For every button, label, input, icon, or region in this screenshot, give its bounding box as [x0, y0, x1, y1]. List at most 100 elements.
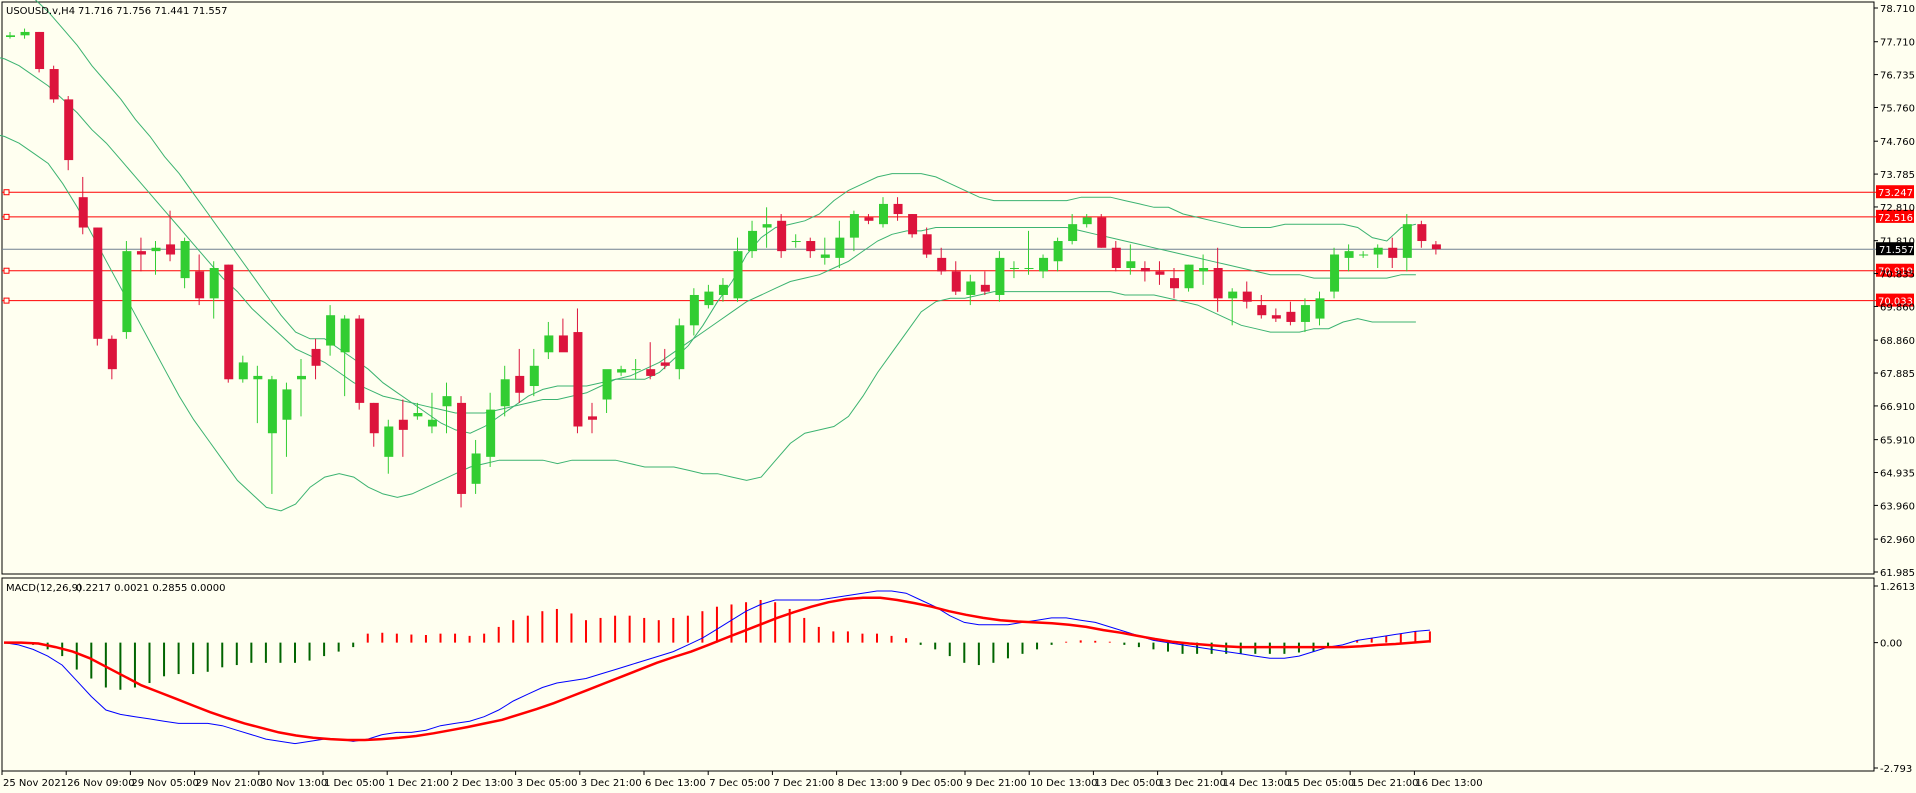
candle-bear — [558, 335, 568, 353]
candle-bear — [573, 332, 583, 427]
candle-bear — [1111, 247, 1121, 268]
price-tick-label: 73.785 — [1880, 170, 1915, 181]
time-tick-label: 25 Nov 2021 — [3, 778, 67, 789]
time-tick-label: 10 Dec 13:00 — [1030, 778, 1097, 789]
chart-header-symbol: USOUSD.v,H4 — [6, 6, 75, 17]
level-marker — [3, 213, 10, 220]
candle-bull — [442, 396, 452, 407]
candle-bull — [718, 284, 728, 295]
level-price-label: 73.247 — [1878, 188, 1913, 199]
time-tick-label: 14 Dec 13:00 — [1223, 778, 1290, 789]
candle-bull — [1039, 257, 1049, 272]
macd-panel-frame — [1, 577, 1875, 772]
candle-bull — [617, 369, 627, 373]
price-tick-label: 68.860 — [1880, 336, 1915, 347]
candle-bear — [64, 99, 74, 161]
macd-header-values: 0.2217 0.0021 0.2855 0.0000 — [76, 583, 226, 594]
candle-bull — [267, 379, 277, 434]
candle-bull — [1228, 291, 1238, 299]
candle-bull — [849, 214, 859, 238]
candle-bear — [1242, 291, 1252, 302]
candle-bull — [122, 251, 132, 333]
candle-bull — [297, 375, 306, 380]
candle-bull — [326, 315, 336, 346]
candle-bear — [1097, 217, 1107, 248]
time-tick-label: 30 Nov 13:00 — [260, 778, 327, 789]
candle-bull — [602, 369, 612, 400]
price-tick-label: 70.835 — [1880, 270, 1915, 281]
price-tick-label: 76.735 — [1880, 71, 1915, 82]
macd-tick-label: -2.793 — [1880, 764, 1912, 775]
time-tick-label: 6 Dec 13:00 — [645, 778, 706, 789]
level-marker — [3, 189, 10, 196]
time-tick-label: 7 Dec 05:00 — [709, 778, 770, 789]
candle-bear — [1140, 267, 1150, 272]
time-tick-label: 1 Dec 05:00 — [324, 778, 385, 789]
candle-bull — [631, 369, 641, 371]
time-tick-label: 15 Dec 21:00 — [1351, 778, 1418, 789]
price-tick-label: 64.935 — [1880, 469, 1915, 480]
candle-bull — [209, 267, 219, 299]
candle-bear — [1286, 311, 1296, 322]
candle-bull — [20, 31, 30, 36]
time-tick-label: 13 Dec 21:00 — [1159, 778, 1226, 789]
candle-bull — [471, 453, 481, 484]
candle-bull — [1315, 298, 1325, 319]
price-tick-label: 63.960 — [1880, 501, 1915, 512]
candle-bear — [893, 203, 903, 215]
candle-bull — [879, 203, 888, 225]
candle-bull — [340, 318, 350, 353]
candle-bear — [864, 217, 874, 221]
chart-header-ohlc: 71.716 71.756 71.441 71.557 — [78, 6, 228, 17]
candle-bear — [78, 197, 88, 228]
candle-bear — [457, 402, 467, 494]
candle-bull — [1330, 254, 1340, 292]
candle-bull — [180, 241, 190, 279]
candle-bull — [413, 413, 423, 417]
band-lower-line — [0, 134, 1416, 512]
time-tick-label: 3 Dec 21:00 — [581, 778, 642, 789]
candle-bull — [1373, 247, 1383, 255]
candle-bear — [35, 31, 45, 70]
price-tick-label: 71.810 — [1880, 237, 1915, 248]
candle-bear — [195, 271, 205, 299]
time-tick-label: 3 Dec 05:00 — [517, 778, 578, 789]
candle-bear — [224, 264, 234, 380]
candle-bull — [791, 241, 801, 243]
candle-bull — [733, 251, 743, 299]
candle-bear — [806, 241, 816, 252]
macd-line — [3, 590, 1430, 745]
candle-bear — [922, 234, 932, 255]
candle-bull — [1184, 264, 1194, 289]
candle-bear — [937, 257, 947, 272]
time-tick-label: 15 Dec 05:00 — [1287, 778, 1354, 789]
time-tick-label: 16 Dec 13:00 — [1415, 778, 1482, 789]
candle-bear — [1271, 315, 1281, 319]
candle-bull — [835, 237, 845, 258]
price-tick-label: 74.760 — [1880, 137, 1915, 148]
candle-bull — [966, 281, 976, 295]
candle-bull — [1053, 241, 1063, 262]
candle-bear — [1388, 247, 1398, 258]
candle-bull — [1359, 254, 1369, 256]
candle-bear — [398, 419, 408, 430]
price-tick-label: 62.960 — [1880, 535, 1915, 546]
price-tick-label: 66.910 — [1880, 402, 1915, 413]
candle-bull — [151, 247, 161, 252]
candle-bear — [660, 362, 670, 366]
candle-bull — [6, 35, 15, 38]
band-upper-line — [34, 0, 1417, 434]
candle-bear — [1257, 305, 1267, 316]
candle-bull — [427, 419, 437, 427]
price-tick-label: 67.885 — [1880, 369, 1915, 380]
price-tick-label: 75.760 — [1880, 103, 1915, 114]
candle-bull — [820, 254, 830, 258]
candle-bull — [1402, 224, 1412, 258]
level-price-label: 70.919 — [1878, 267, 1913, 278]
macd-tick-label: 1.2613 — [1880, 582, 1915, 593]
candle-bear — [951, 271, 961, 292]
candle-bear — [166, 244, 176, 255]
macd-header-label: MACD(12,26,9) — [6, 583, 82, 594]
